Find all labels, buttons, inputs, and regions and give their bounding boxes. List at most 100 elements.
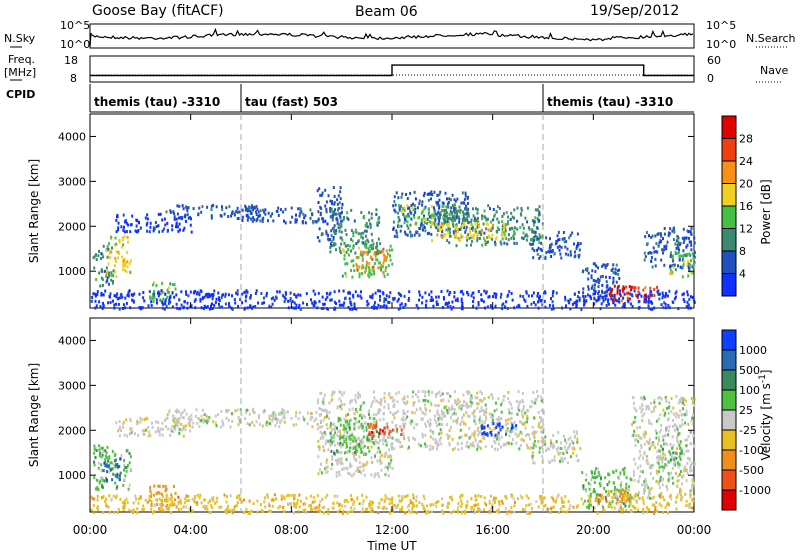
power-cell (590, 286, 593, 290)
velocity-cell (309, 508, 312, 512)
power-cell (536, 252, 539, 256)
velocity-cell (397, 409, 400, 413)
power-cell (656, 285, 658, 289)
velocity-cell (662, 511, 665, 514)
velocity-cell (306, 422, 309, 426)
power-cell (458, 217, 461, 221)
power-cell (350, 259, 353, 263)
velocity-cell (337, 430, 340, 433)
velocity-cell (348, 449, 351, 453)
power-cell (687, 259, 690, 263)
velocity-cell (541, 455, 544, 458)
power-cell (348, 297, 351, 301)
power-cell (180, 290, 183, 294)
velocity-cell (595, 493, 598, 497)
power-cell (538, 210, 541, 214)
power-cell (321, 295, 324, 299)
velocity-cell (676, 426, 679, 429)
power-cell (360, 235, 363, 239)
velocity-cell (642, 395, 645, 399)
velocity-cell (160, 502, 163, 506)
velocity-cell (497, 431, 500, 435)
power-cell (678, 250, 680, 254)
power-cell (354, 251, 357, 255)
velocity-cell (650, 422, 653, 426)
power-cell (91, 295, 94, 299)
power-cell (499, 295, 502, 299)
power-cell (409, 230, 412, 234)
power-cell (94, 253, 97, 257)
power-cell (367, 247, 370, 251)
power-cell (686, 243, 689, 247)
power-cell (332, 237, 335, 241)
velocity-cell (406, 415, 409, 419)
power-cell (92, 292, 95, 296)
velocity-cell (510, 427, 513, 431)
velocity-cell (338, 437, 341, 441)
velocity-cell (498, 500, 501, 504)
power-cell (366, 238, 369, 242)
power-cell (329, 237, 332, 241)
velocity-cell (325, 423, 328, 427)
velocity-cell (621, 493, 624, 497)
velocity-cell (638, 497, 641, 501)
power-cell (377, 250, 380, 254)
power-cell (413, 204, 416, 208)
velocity-cell (490, 415, 493, 419)
power-cell (645, 297, 647, 301)
velocity-cell (130, 426, 133, 430)
velocity-cell (491, 429, 494, 432)
cpid-segment-label: tau (fast) 503 (245, 95, 338, 109)
power-cell (355, 256, 358, 259)
power-cell (631, 304, 634, 308)
velocity-cell (488, 499, 491, 503)
velocity-cell (277, 506, 280, 510)
power-cell (374, 291, 377, 295)
power-cell (451, 300, 454, 304)
velocity-cell (353, 457, 356, 461)
velocity-cell (418, 443, 421, 447)
velocity-cell (440, 417, 443, 421)
velocity-cell (498, 438, 501, 442)
power-cell (255, 289, 258, 293)
velocity-cell (666, 511, 669, 515)
power-cell (413, 215, 416, 219)
power-cell (561, 306, 564, 310)
velocity-cell (606, 493, 609, 497)
power-cell (387, 300, 390, 304)
power-cell (634, 286, 637, 290)
power-cell (360, 211, 363, 215)
power-cell (121, 255, 124, 259)
power-cell (352, 244, 355, 248)
velocity-cell (353, 425, 356, 429)
velocity-cell (537, 440, 540, 443)
velocity-cell (554, 500, 557, 504)
power-cell (166, 288, 169, 292)
power-cell (237, 304, 240, 308)
power-cell (159, 298, 162, 302)
power-cell (677, 236, 680, 240)
velocity-cell (585, 489, 588, 493)
velocity-cell (453, 447, 456, 450)
velocity-cell (372, 417, 375, 421)
velocity-cell (455, 402, 458, 406)
velocity-cell (377, 411, 379, 415)
power-cell (325, 291, 328, 295)
velocity-cell (635, 409, 638, 413)
power-cell (415, 303, 418, 307)
power-cell (392, 220, 395, 224)
velocity-cell (101, 469, 104, 473)
velocity-cell (333, 451, 335, 455)
velocity-cell (660, 457, 663, 461)
velocity-cell (337, 450, 340, 454)
power-cell (479, 232, 482, 236)
power-cell (357, 266, 360, 270)
power-cell (508, 227, 511, 231)
power-cell (598, 278, 601, 282)
velocity-cell (544, 442, 547, 446)
power-cell (234, 301, 237, 305)
velocity-cell (362, 414, 365, 418)
power-cell (428, 293, 431, 297)
power-cell (569, 307, 572, 311)
power-cell (360, 296, 363, 300)
